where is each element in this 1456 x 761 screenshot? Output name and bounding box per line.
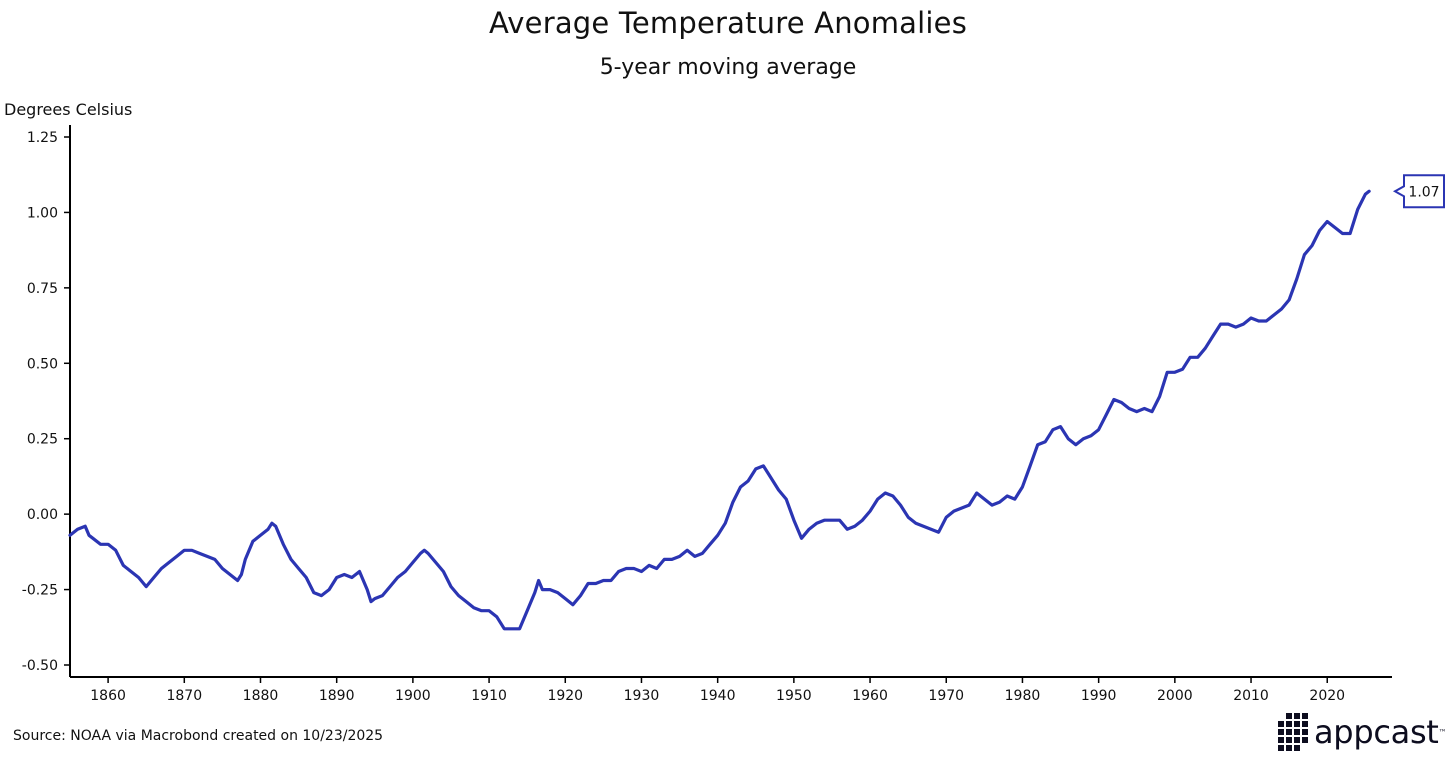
- x-tick-label: 1900: [395, 688, 431, 704]
- x-tick-label: 1910: [471, 688, 507, 704]
- chart-subtitle: 5-year moving average: [599, 55, 857, 80]
- appcast-logo-text: appcast: [1314, 713, 1439, 751]
- x-tick-label: 1990: [1081, 688, 1117, 704]
- source-note: Source: NOAA via Macrobond created on 10…: [13, 728, 384, 744]
- y-tick-label: 0.50: [27, 356, 58, 372]
- end-value-callout: 1.07: [1392, 174, 1445, 209]
- x-tick-label: 2020: [1309, 688, 1345, 704]
- x-tick-label: 1980: [1005, 688, 1041, 704]
- y-tick-label: 0.25: [27, 432, 58, 448]
- x-tick-label: 2010: [1233, 688, 1269, 704]
- x-tick-label: 1970: [928, 688, 964, 704]
- appcast-logo: appcast ™: [1278, 712, 1447, 752]
- x-axis: 1860 1870 1880 1890 1900 1910 1920 1930 1940 1950…: [90, 677, 1345, 704]
- x-tick-label: 1860: [90, 688, 126, 704]
- y-tick-label: -0.25: [22, 583, 58, 599]
- y-tick-label: 1.00: [27, 205, 58, 221]
- x-tick-label: 1930: [624, 688, 660, 704]
- appcast-logo-mark-icon: [1278, 713, 1308, 751]
- appcast-logo-trademark: ™: [1438, 727, 1447, 737]
- x-tick-label: 1950: [776, 688, 812, 704]
- y-tick-label: 0.00: [27, 507, 58, 523]
- y-tick-label: -0.50: [22, 658, 58, 674]
- x-tick-label: 1890: [319, 688, 355, 704]
- chart-title: Average Temperature Anomalies: [488, 6, 968, 40]
- callout-box: [1392, 174, 1445, 209]
- series-line: [68, 189, 1371, 631]
- x-tick-label: 1920: [547, 688, 583, 704]
- x-tick-label: 2000: [1157, 688, 1193, 704]
- x-tick-label: 1870: [166, 688, 202, 704]
- y-tick-label: 0.75: [27, 281, 58, 297]
- y-axis: -0.50 -0.25 0.00 0.25 0.50 0.75 1.00 1.25: [22, 130, 70, 674]
- x-tick-label: 1960: [852, 688, 888, 704]
- x-tick-label: 1940: [700, 688, 736, 704]
- y-tick-label: 1.25: [27, 130, 58, 146]
- y-axis-label: Degrees Celsius: [4, 100, 133, 119]
- x-tick-label: 1880: [243, 688, 279, 704]
- callout-value-label: 1.07: [1408, 184, 1439, 200]
